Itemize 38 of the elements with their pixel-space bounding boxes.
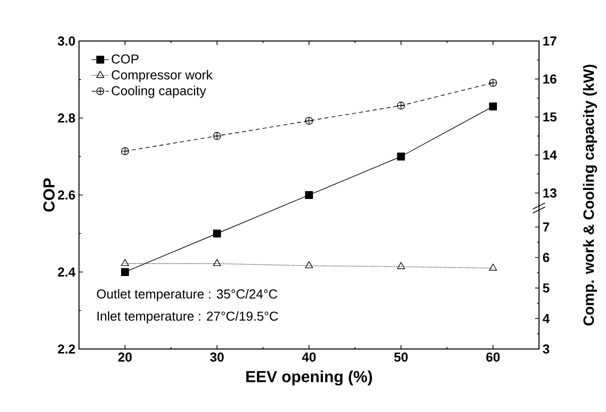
legend-label: COP	[112, 54, 138, 64]
x-tick-label: 50	[394, 352, 408, 362]
y2-axis-title: Comp. work & Cooling capacity (kW)	[583, 64, 598, 326]
y-tick-label: 2.4	[58, 267, 76, 277]
y2-tick-label: 6	[543, 252, 550, 262]
y-tick-label: 2.8	[58, 113, 76, 123]
y-axis-title: COP	[43, 178, 55, 212]
point	[397, 102, 405, 110]
point	[489, 78, 497, 87]
y2-tick-label: 7	[543, 222, 550, 232]
y3-tick-label: 13	[543, 188, 556, 198]
y2-tick-label: 4	[542, 314, 550, 323]
y3-tick-label: 15	[543, 112, 557, 122]
y3-tick-label: 14	[543, 150, 557, 160]
y2-tick-label: 3	[542, 344, 550, 354]
annotation: Inlet temperature : 27°C/19.5°C	[98, 311, 278, 324]
point	[121, 268, 129, 276]
legend-label: Cooling capacity	[112, 86, 206, 98]
legend-label: Compressor work	[112, 70, 213, 82]
y2-tick-label: 5	[542, 283, 550, 293]
point	[213, 230, 221, 238]
point	[121, 147, 129, 156]
y3-tick-label: 16	[543, 74, 556, 84]
x-tick-label: 60	[486, 352, 500, 362]
y-tick-label: 2.2	[58, 344, 75, 354]
point	[213, 132, 221, 140]
x-tick-label: 30	[210, 352, 224, 362]
point	[305, 191, 313, 199]
point	[305, 116, 313, 125]
point	[397, 152, 405, 160]
x-axis-title: EEV opening (%)	[246, 370, 372, 386]
x-tick-label: 40	[302, 352, 316, 362]
annotation: Outlet temperature : 35°C/24°C	[96, 289, 278, 302]
x-tick-label: 20	[118, 352, 132, 362]
y-tick-label: 2.6	[58, 190, 76, 200]
y3-tick-label: 17	[543, 36, 556, 46]
y-tick-label: 3.0	[58, 36, 75, 46]
point	[489, 102, 497, 110]
